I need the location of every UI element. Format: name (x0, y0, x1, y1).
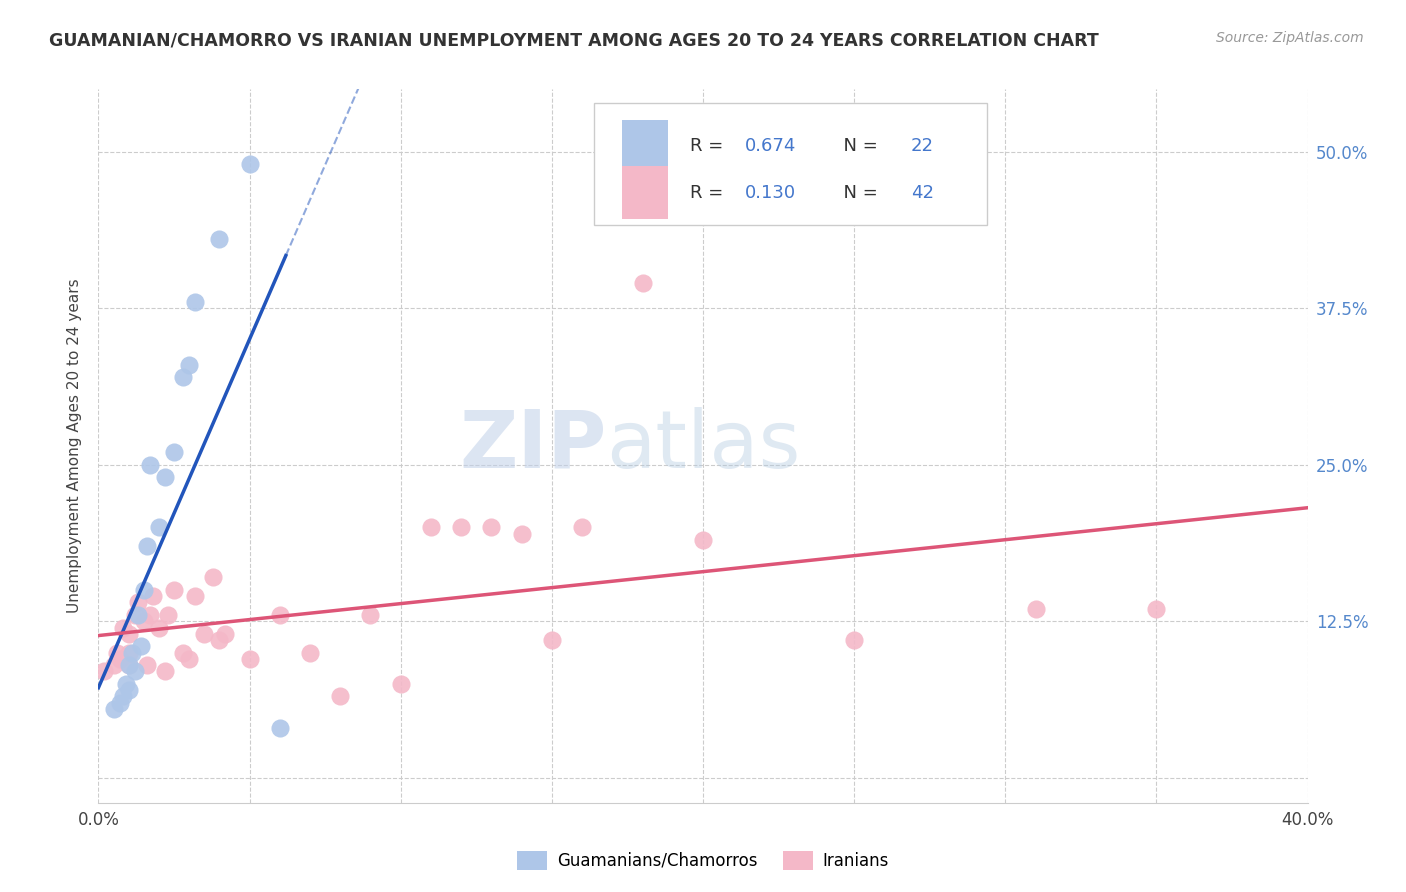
Point (179, 652, 201, 666)
Point (129, 640, 152, 654)
Text: Source: ZipAtlas.com: Source: ZipAtlas.com (1216, 31, 1364, 45)
Point (105, 646, 128, 660)
Point (239, 652, 262, 666)
FancyBboxPatch shape (621, 166, 668, 219)
Point (156, 607, 179, 622)
Point (163, 582, 186, 597)
Text: R =: R = (690, 137, 728, 155)
Point (153, 470, 176, 484)
Point (389, 677, 412, 691)
Point (571, 520, 593, 534)
Point (208, 633, 231, 648)
FancyBboxPatch shape (595, 103, 987, 225)
Point (139, 458, 162, 472)
Point (269, 721, 291, 735)
Point (135, 658, 157, 673)
Point (135, 539, 157, 553)
Y-axis label: Unemployment Among Ages 20 to 24 years: Unemployment Among Ages 20 to 24 years (67, 278, 83, 614)
Point (692, 533, 714, 547)
Point (103, 702, 125, 716)
Point (108, 696, 131, 710)
Point (103, 658, 125, 673)
Text: 0.130: 0.130 (745, 184, 796, 202)
Point (121, 646, 143, 660)
Point (510, 526, 533, 541)
Point (93, 665, 115, 679)
Text: ZIP: ZIP (458, 407, 606, 485)
Point (114, 677, 136, 691)
Point (631, 277, 654, 291)
Point (172, 646, 194, 660)
Point (208, 232, 231, 246)
Point (118, 683, 141, 698)
Text: R =: R = (690, 184, 728, 202)
Point (111, 690, 134, 704)
Point (1024, 601, 1046, 615)
Point (127, 595, 149, 609)
Point (132, 582, 155, 597)
Point (214, 627, 236, 641)
Text: 0.674: 0.674 (745, 137, 797, 155)
Point (148, 520, 170, 534)
Point (108, 652, 131, 666)
Point (239, 157, 262, 171)
Point (118, 627, 141, 641)
Point (179, 358, 201, 372)
Point (450, 520, 472, 534)
Point (124, 607, 146, 622)
Text: 42: 42 (911, 184, 934, 202)
Point (124, 665, 146, 679)
Point (148, 621, 170, 635)
Text: atlas: atlas (606, 407, 800, 485)
Point (132, 614, 155, 628)
Point (184, 589, 207, 603)
Point (172, 370, 194, 384)
Point (193, 627, 215, 641)
Point (118, 646, 141, 660)
Point (299, 646, 322, 660)
Point (127, 607, 149, 622)
Point (118, 658, 141, 673)
Legend: Guamanians/Chamorros, Iranians: Guamanians/Chamorros, Iranians (510, 844, 896, 877)
Point (1144, 601, 1167, 615)
Point (118, 658, 141, 673)
Point (844, 633, 866, 648)
Point (481, 520, 503, 534)
Point (153, 665, 176, 679)
Point (184, 295, 207, 310)
FancyBboxPatch shape (621, 120, 668, 173)
Point (360, 607, 382, 622)
Point (202, 570, 225, 584)
Point (329, 690, 352, 704)
Point (269, 607, 291, 622)
Point (111, 621, 134, 635)
Text: N =: N = (832, 137, 884, 155)
Text: 22: 22 (911, 137, 934, 155)
Point (163, 445, 186, 459)
Point (139, 607, 162, 622)
Text: N =: N = (832, 184, 884, 202)
Point (420, 520, 443, 534)
Text: GUAMANIAN/CHAMORRO VS IRANIAN UNEMPLOYMENT AMONG AGES 20 TO 24 YEARS CORRELATION: GUAMANIAN/CHAMORRO VS IRANIAN UNEMPLOYME… (49, 31, 1099, 49)
Point (142, 589, 165, 603)
Point (540, 633, 562, 648)
